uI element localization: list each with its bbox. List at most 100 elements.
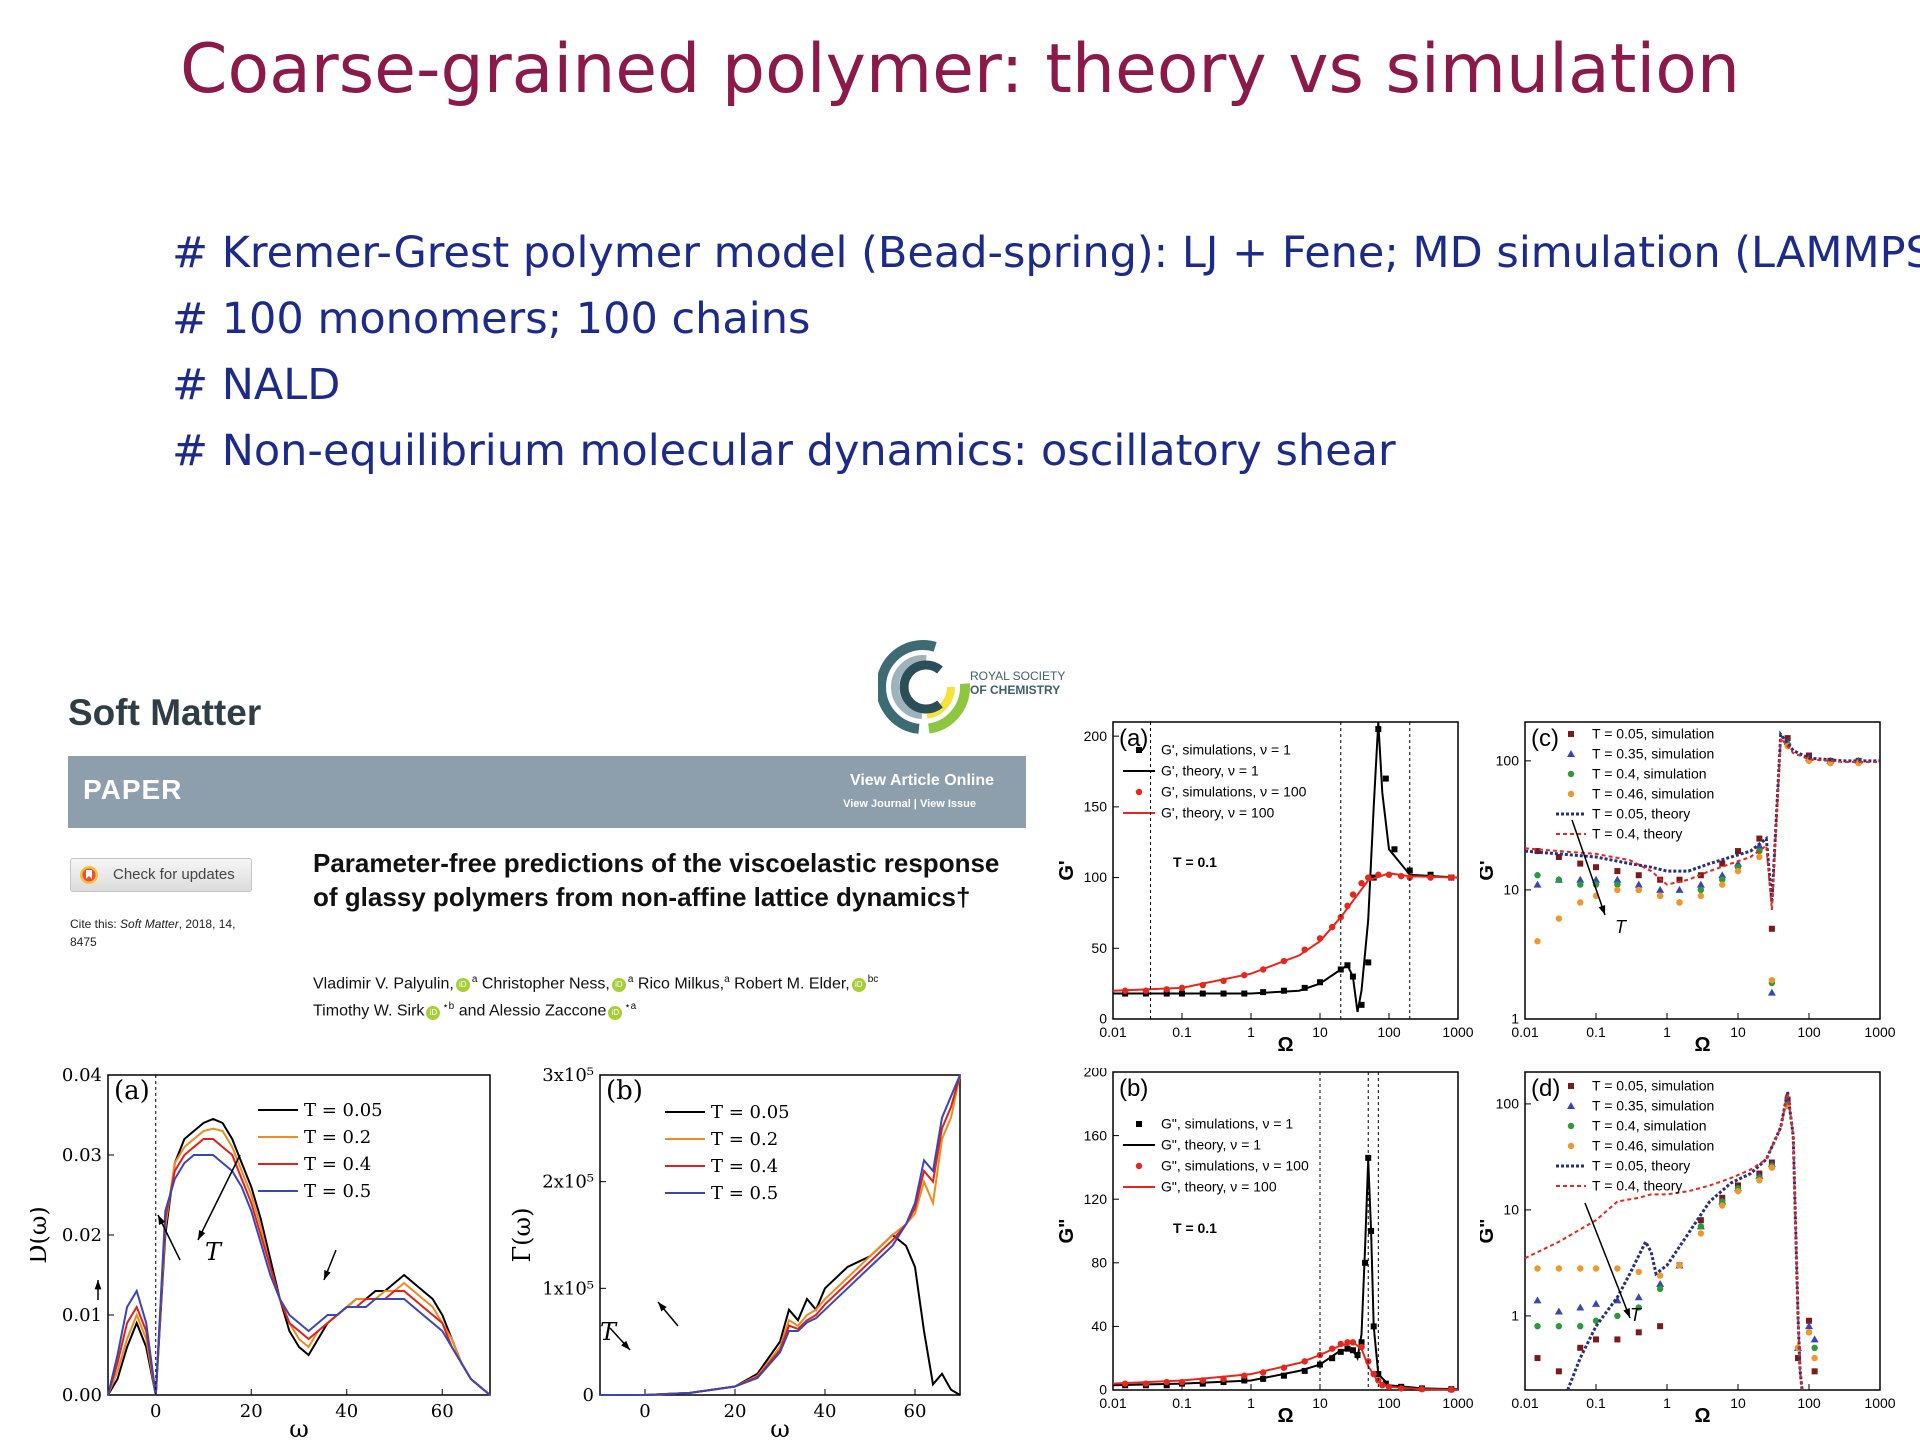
series-line [1112, 872, 1459, 992]
legend-swatch [1135, 788, 1143, 796]
data-point [1554, 1307, 1563, 1315]
y-axis-label: D(ω) [30, 1206, 52, 1264]
legend-swatch [1567, 1122, 1575, 1130]
plot-frame [1112, 1071, 1459, 1391]
cite-journal: Soft Matter [120, 917, 179, 931]
data-point [1533, 1296, 1542, 1304]
panel-label: (a) [114, 1076, 150, 1106]
y-axis-label: G' [1480, 860, 1498, 880]
logo-line-1: ROYAL SOCIETY [970, 669, 1065, 683]
data-point [1768, 976, 1776, 984]
data-point [1337, 1348, 1344, 1355]
journal-name: Soft Matter [68, 692, 262, 733]
x-tick-label: 1000 [1442, 1024, 1473, 1040]
data-point [1676, 876, 1683, 883]
y-axis-label: G" [1480, 1218, 1498, 1243]
y-tick-label: 0.01 [62, 1305, 102, 1326]
data-point [1810, 1335, 1819, 1343]
y-tick-label: 150 [1084, 799, 1108, 815]
author-list: Vladimir V. Palyulin, iD a Christopher Nes… [313, 968, 1033, 1023]
y-tick-label: 40 [1091, 1318, 1107, 1334]
data-point [1735, 848, 1741, 855]
orcid-icon[interactable]: iD [851, 978, 866, 993]
data-point [1358, 1339, 1365, 1346]
data-point [1280, 1372, 1287, 1379]
data-point [1656, 1280, 1665, 1287]
data-point [1656, 1272, 1664, 1279]
data-point [1675, 885, 1684, 893]
data-point [1768, 925, 1775, 932]
orcid-icon[interactable]: iD [455, 978, 470, 993]
legend-swatch [1135, 1162, 1143, 1170]
data-point [1555, 853, 1562, 860]
view-article-online-link[interactable]: View Article Online [849, 772, 994, 789]
y-tick-label: 2x10⁵ [542, 1172, 594, 1193]
data-point [1593, 864, 1599, 871]
x-tick-label: 0.01 [1099, 1395, 1126, 1411]
y-tick-label: 160 [1084, 1127, 1108, 1143]
legend-label: T = 0.35, simulation [1592, 746, 1714, 762]
x-axis-label: ω [770, 1415, 790, 1440]
x-tick-label: 20 [724, 1401, 747, 1422]
author: Christopher Ness, [481, 975, 610, 993]
series-line [107, 1127, 491, 1396]
annotation-arrow [197, 1154, 241, 1241]
plot-frame [599, 1074, 961, 1396]
legend-label: T = 0.35, simulation [1592, 1098, 1714, 1114]
annotation-arrowhead [94, 1280, 102, 1290]
author: Timothy W. Sirk [313, 1002, 425, 1020]
data-point [1614, 886, 1621, 894]
x-tick-label: 100 [1377, 1024, 1401, 1040]
data-point [1795, 1355, 1802, 1362]
legend-label: T = 0.05, theory [1592, 1158, 1690, 1174]
data-point [1329, 1355, 1336, 1362]
data-point [1592, 875, 1600, 883]
legend-label: G', simulations, ν = 1 [1161, 742, 1291, 758]
orcid-icon[interactable]: iD [608, 1005, 623, 1020]
x-tick-label: 60 [904, 1401, 927, 1422]
chart-panel-gprime-log: 0.01 0.1 1 10 100 1000 1 10 100 Ω G' (c) T = 0.05, s… [1480, 721, 1896, 1056]
chart-annotation: T = 0.1 [1173, 1220, 1217, 1236]
x-tick-label: 1 [1663, 1395, 1671, 1411]
data-point [1534, 1355, 1541, 1362]
data-point [1593, 1336, 1599, 1343]
x-tick-label: 1000 [1864, 1024, 1895, 1040]
data-point [1719, 860, 1726, 867]
series-line [600, 1233, 961, 1396]
author: Robert M. Elder, [734, 975, 850, 993]
data-point [1349, 891, 1357, 898]
data-point [1534, 872, 1541, 879]
orcid-icon[interactable]: iD [426, 1005, 441, 1020]
check-updates-icon [80, 866, 98, 884]
x-tick-label: 10 [1312, 1024, 1328, 1040]
data-point [1734, 867, 1742, 875]
data-point [1577, 899, 1584, 906]
check-for-updates-button[interactable]: Check for updates [70, 858, 252, 892]
data-point [1358, 1001, 1365, 1008]
x-tick-label: 60 [431, 1401, 454, 1422]
legend-swatch [1136, 747, 1142, 753]
data-point [1635, 872, 1642, 879]
legend-label: T = 0.4 [304, 1154, 371, 1175]
view-journal-issue-links[interactable]: View Journal | View Issue [843, 798, 976, 810]
data-point [1555, 1265, 1563, 1272]
data-point [1577, 1344, 1584, 1351]
data-point [1756, 853, 1763, 861]
data-point [1301, 1367, 1308, 1374]
y-tick-label: 1x10⁵ [542, 1278, 594, 1299]
check-for-updates-label: Check for updates [113, 866, 235, 883]
data-point [1656, 1285, 1664, 1293]
x-tick-label: 0.1 [1172, 1024, 1192, 1040]
orcid-icon[interactable]: iD [611, 978, 626, 993]
plot-frame [1112, 721, 1459, 1020]
data-point [1533, 880, 1542, 888]
x-tick-label: 0 [150, 1401, 161, 1422]
author: and Alessio Zaccone [458, 1002, 607, 1020]
legend-swatch [1567, 1102, 1575, 1109]
x-tick-label: 1000 [1442, 1395, 1473, 1411]
x-tick-label: 1 [1247, 1024, 1255, 1040]
legend-label: T = 0.05 [711, 1102, 790, 1123]
x-tick-label: 10 [1312, 1395, 1328, 1411]
data-point [1811, 1344, 1818, 1352]
data-point [1718, 871, 1727, 879]
